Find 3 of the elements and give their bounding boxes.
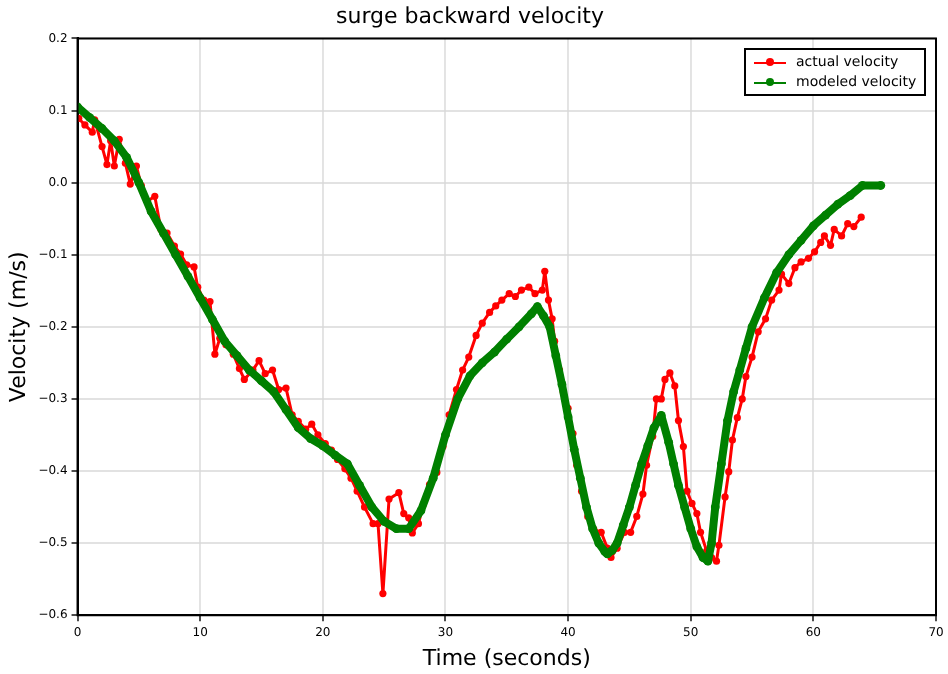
y-axis-title: Velocity (m/s) xyxy=(4,251,31,403)
x-axis-title: Time (seconds) xyxy=(420,644,591,671)
chart-title: surge backward velocity xyxy=(336,2,605,29)
